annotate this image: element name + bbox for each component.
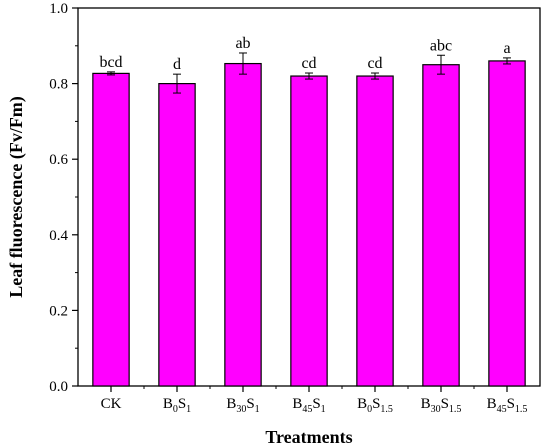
bar	[290, 75, 328, 387]
x-tick-label: B0S1.5	[357, 396, 393, 415]
bar	[488, 60, 526, 387]
significance-label: d	[173, 56, 181, 73]
y-axis-title: Leaf fluorescence (Fv/Fm)	[6, 96, 27, 298]
bars: bcd d ab cd cd abc a	[92, 35, 526, 387]
significance-label: abc	[430, 37, 452, 54]
x-tick-label: CK	[101, 396, 122, 412]
y-tick-label: 0.2	[49, 303, 68, 319]
significance-label: cd	[367, 55, 382, 72]
bar	[422, 64, 460, 387]
x-tick-label: B30S1.5	[421, 396, 462, 415]
x-tick-label: B45S1.5	[487, 396, 528, 415]
y-tick-label: 0.6	[49, 152, 68, 168]
bar	[158, 82, 196, 387]
x-axis: CK B0S1 B30S1 B45S1 B0S1.5 B30S1.5 B45S1.5	[101, 386, 528, 415]
y-tick-label: 1.0	[49, 1, 68, 17]
x-tick-label: B0S1	[163, 396, 191, 415]
x-axis-title: Treatments	[265, 427, 352, 447]
y-tick-label: 0.8	[49, 77, 68, 93]
y-tick-label: 0.0	[49, 379, 68, 395]
bar	[356, 75, 394, 387]
x-tick-label: B45S1	[292, 396, 325, 415]
significance-label: a	[503, 40, 510, 57]
significance-label: cd	[301, 55, 316, 72]
y-axis: 0.0 0.2 0.4 0.6 0.8 1.0	[49, 1, 78, 395]
significance-label: ab	[235, 35, 250, 52]
bar	[224, 62, 262, 387]
significance-label: bcd	[99, 54, 122, 71]
x-tick-label: B30S1	[226, 396, 259, 415]
y-tick-label: 0.4	[49, 228, 68, 244]
bar	[92, 72, 130, 387]
